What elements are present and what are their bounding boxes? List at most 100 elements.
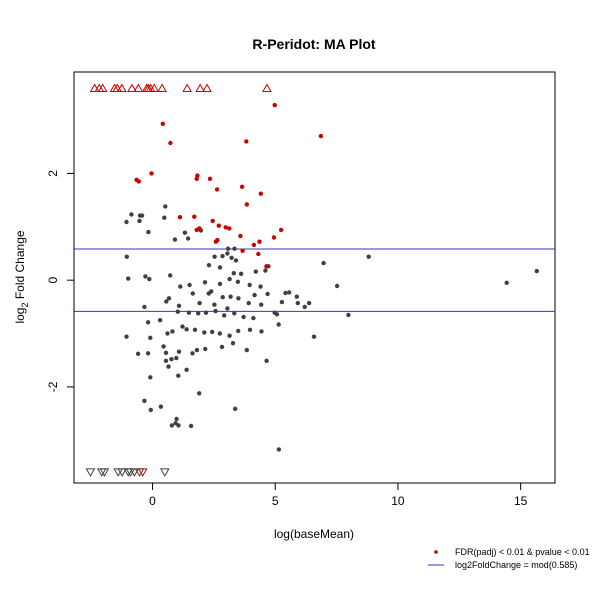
- data-point: [147, 276, 152, 282]
- data-point: [176, 303, 182, 308]
- significant-point: [177, 215, 183, 220]
- data-point: [166, 364, 171, 369]
- significant-above-range-marker: [133, 83, 144, 93]
- data-point: [504, 280, 509, 285]
- data-point: [231, 271, 236, 276]
- y-axis-label: log2 Fold Change: [13, 230, 30, 323]
- data-point: [236, 296, 241, 301]
- data-point: [212, 302, 217, 307]
- data-point: [306, 300, 312, 306]
- data-point: [294, 294, 299, 299]
- data-point: [129, 212, 134, 217]
- data-point: [172, 237, 178, 242]
- data-point: [274, 312, 280, 317]
- data-point: [176, 349, 182, 354]
- y-axis: -2 0 2: [46, 170, 75, 392]
- significant-point: [136, 179, 141, 184]
- data-point: [180, 324, 185, 329]
- data-point: [169, 357, 174, 362]
- data-point: [225, 306, 230, 311]
- significant-point: [214, 187, 220, 192]
- data-point: [202, 280, 208, 285]
- y-tick-label: 0: [46, 277, 60, 284]
- below-range-marker: [85, 468, 96, 477]
- data-point: [148, 335, 153, 340]
- data-point: [164, 299, 169, 304]
- data-point: [265, 291, 270, 297]
- data-point: [142, 304, 147, 310]
- data-point: [174, 416, 179, 422]
- data-point: [276, 322, 281, 327]
- data-point: [233, 406, 238, 411]
- data-point: [279, 299, 285, 305]
- significant-point: [278, 227, 284, 233]
- data-point: [186, 310, 192, 315]
- significant-point: [227, 226, 232, 231]
- data-point: [192, 327, 198, 332]
- significant-point: [213, 239, 218, 244]
- data-point: [182, 230, 188, 235]
- data-point: [225, 246, 231, 251]
- data-point: [276, 447, 282, 452]
- significant-point: [244, 139, 249, 144]
- data-point: [124, 254, 129, 259]
- data-point: [187, 282, 192, 288]
- data-point: [137, 218, 142, 224]
- below-range-marker: [159, 468, 170, 477]
- data-point: [206, 263, 212, 268]
- below-range-marker: [117, 468, 127, 477]
- significant-point: [168, 140, 173, 146]
- x-axis: 0 5 10 15: [149, 482, 528, 508]
- data-point: [175, 309, 180, 314]
- below-range-marker: [129, 468, 140, 477]
- data-point: [190, 351, 195, 356]
- significant-above-range-marker: [97, 83, 108, 93]
- data-point: [145, 320, 151, 325]
- data-point: [227, 276, 232, 282]
- data-point: [135, 351, 141, 356]
- data-point: [158, 404, 164, 409]
- significant-above-range-marker: [149, 83, 160, 93]
- significant-above-range-marker: [262, 83, 272, 93]
- data-point: [217, 281, 223, 287]
- data-point: [176, 373, 181, 378]
- significant-point: [207, 176, 213, 181]
- data-point: [185, 236, 191, 241]
- significant-below-range-marker: [137, 468, 148, 477]
- significant-point: [258, 191, 263, 196]
- significant-point: [240, 248, 245, 253]
- data-point: [145, 351, 151, 356]
- data-point: [244, 347, 249, 353]
- data-point: [311, 334, 317, 339]
- data-point: [209, 289, 214, 294]
- data-point: [235, 279, 241, 284]
- significant-above-range-marker: [202, 83, 212, 93]
- data-point: [162, 215, 167, 220]
- data-point: [220, 253, 225, 259]
- data-point: [334, 283, 340, 289]
- significant-point: [238, 233, 243, 239]
- significant-point: [216, 223, 221, 228]
- data-point: [253, 269, 258, 274]
- data-point: [165, 331, 170, 336]
- data-point: [264, 358, 269, 363]
- data-point: [283, 290, 288, 296]
- legend: FDR(padj) < 0.01 & pvalue < 0.01 log2Fol…: [428, 547, 590, 570]
- significant-point: [239, 184, 245, 189]
- significant-point: [210, 218, 215, 224]
- data-point: [212, 254, 217, 259]
- data-point: [219, 344, 225, 350]
- data-point: [287, 290, 292, 295]
- data-point: [124, 334, 129, 339]
- x-tick-label: 5: [272, 494, 279, 508]
- data-point: [236, 328, 241, 334]
- data-point: [143, 274, 148, 279]
- x-tick-label: 15: [514, 494, 528, 508]
- data-point: [228, 294, 233, 299]
- data-point: [178, 284, 183, 289]
- y-tick-label: 2: [46, 170, 60, 177]
- data-point: [163, 204, 168, 209]
- data-point: [169, 423, 175, 428]
- data-point: [148, 375, 153, 380]
- data-point: [196, 311, 201, 316]
